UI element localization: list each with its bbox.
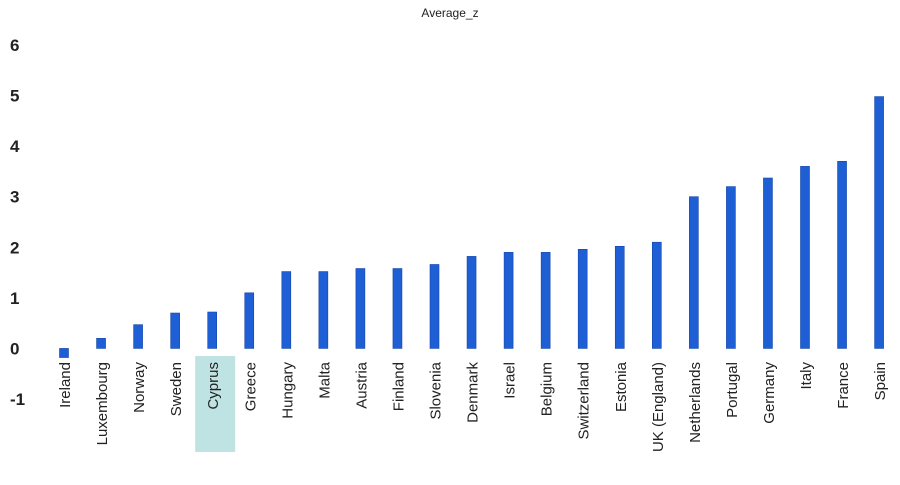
bar <box>281 271 292 349</box>
y-tick-label: 3 <box>10 188 19 207</box>
x-tick-label: Austria <box>353 361 370 408</box>
y-tick-label: 0 <box>10 339 19 358</box>
y-tick-label: 1 <box>10 289 19 308</box>
y-tick-label: 5 <box>10 87 19 106</box>
x-tick-label: Hungary <box>279 362 296 419</box>
x-tick-label: Greece <box>242 362 259 411</box>
chart-title: Average_z <box>421 6 479 20</box>
x-tick-label: France <box>835 362 852 409</box>
x-tick-label: Israel <box>502 362 519 399</box>
x-tick-label: UK (England) <box>650 362 667 452</box>
x-tick-label: Portugal <box>724 362 741 418</box>
bar <box>59 348 69 358</box>
x-tick-label: Spain <box>872 362 889 400</box>
bar <box>689 196 699 349</box>
bar <box>96 338 106 349</box>
x-tick-label: Denmark <box>465 362 482 423</box>
y-tick-label: 2 <box>10 238 19 257</box>
x-tick-label: Belgium <box>539 362 556 416</box>
bar <box>726 186 736 349</box>
bar <box>429 264 440 349</box>
bar <box>614 245 625 349</box>
x-tick-label: Luxembourg <box>94 362 111 445</box>
x-tick-label: Norway <box>131 362 148 413</box>
bar <box>133 324 143 349</box>
bar <box>355 268 366 349</box>
bar <box>651 241 662 349</box>
bar <box>763 177 773 349</box>
bar <box>392 268 403 349</box>
y-tick-label: 4 <box>10 137 20 156</box>
x-tick-label: Sweden <box>168 362 185 416</box>
bar <box>466 256 477 349</box>
x-tick-label: Finland <box>390 362 407 411</box>
x-tick-label: Slovenia <box>428 361 445 419</box>
bar <box>540 252 551 349</box>
bar <box>318 271 329 349</box>
highlight-box <box>195 356 236 452</box>
bar <box>800 166 810 349</box>
y-tick-label: -1 <box>10 390 25 409</box>
bar <box>207 311 217 349</box>
x-tick-label: Italy <box>798 362 815 390</box>
x-tick-label: Cyprus <box>205 362 222 410</box>
x-tick-label: Ireland <box>57 362 74 408</box>
bar <box>837 161 847 349</box>
bar <box>874 96 884 349</box>
x-tick-label: Malta <box>316 361 333 398</box>
y-tick-label: 6 <box>10 36 19 55</box>
x-tick-label: Germany <box>761 362 778 424</box>
x-tick-label: Estonia <box>613 361 630 412</box>
bar <box>503 252 514 349</box>
bar <box>244 292 255 349</box>
x-tick-label: Switzerland <box>576 362 593 440</box>
bar <box>577 249 588 349</box>
x-tick-label: Netherlands <box>687 362 704 443</box>
bar <box>170 312 180 349</box>
